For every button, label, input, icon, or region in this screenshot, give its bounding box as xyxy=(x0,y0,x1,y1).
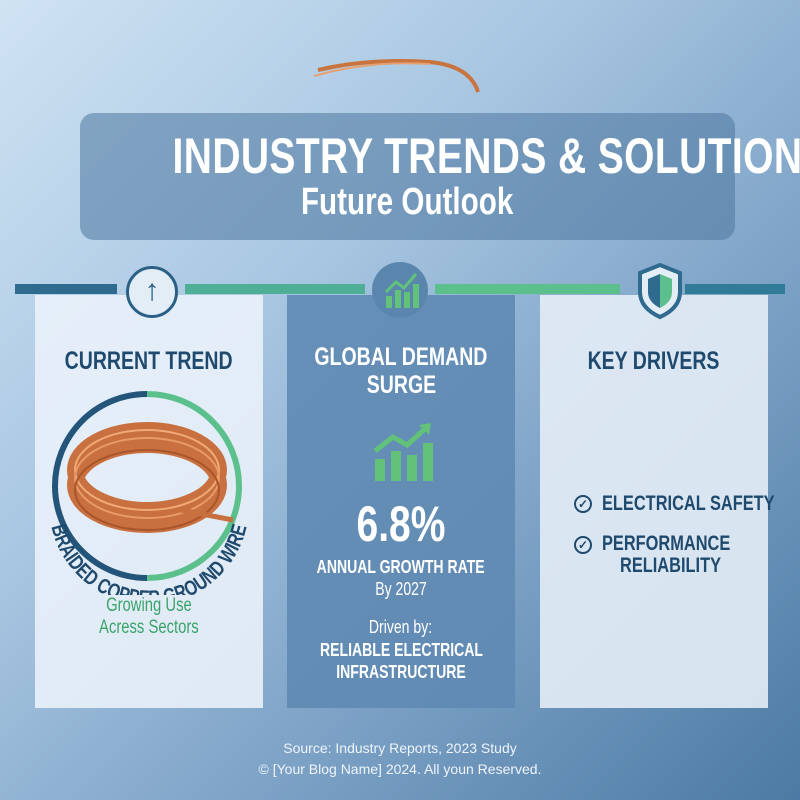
driver-item: ✓ PERFORMANCE RELIABILITY xyxy=(574,533,767,577)
page-title: INDUSTRY TRENDS & SOLUTIONS xyxy=(172,128,800,184)
key-drivers-panel: KEY DRIVERS ✓ ELECTRICAL SAFETY ✓ PERFOR… xyxy=(540,295,775,708)
growth-chart-icon xyxy=(373,423,433,481)
shield-icon xyxy=(638,262,682,320)
product-label: BRAIDED COPPER GROUND WIRE xyxy=(46,522,251,595)
driver-item: ✓ ELECTRICAL SAFETY xyxy=(574,492,800,516)
check-icon: ✓ xyxy=(574,536,592,554)
growth-rate-stat: 6.8% xyxy=(356,496,446,552)
arrow-up-icon: ↑ xyxy=(126,266,178,318)
check-icon: ✓ xyxy=(574,495,592,513)
copper-wire-decoration xyxy=(313,59,480,93)
divider-bar xyxy=(685,284,785,294)
panel-heading: KEY DRIVERS xyxy=(588,347,720,375)
svg-text:BRAIDED COPPER GROUND WIRE: BRAIDED COPPER GROUND WIRE xyxy=(46,522,251,595)
divider-bar xyxy=(15,284,117,294)
title-banner: INDUSTRY TRENDS & SOLUTIONS Future Outlo… xyxy=(80,113,800,240)
current-trend-panel: CURRENT TREND BRAIDED COPPER GROUND WIRE… xyxy=(35,295,263,708)
copyright-note: © [Your Blog Name] 2024. All youn Reserv… xyxy=(258,761,542,777)
divider-bar xyxy=(185,284,365,294)
panel-heading: GLOBAL DEMAND xyxy=(314,343,488,371)
panel-heading: CURRENT TREND xyxy=(65,347,233,375)
copper-coil-image xyxy=(52,391,242,581)
source-note: Source: Industry Reports, 2023 Study xyxy=(283,740,517,756)
divider-bar xyxy=(435,284,620,294)
global-demand-panel: GLOBAL DEMAND SURGE 6.8% ANNUAL GROWTH R… xyxy=(287,295,515,708)
tagline: Growing Use xyxy=(106,595,192,616)
growth-chart-icon xyxy=(372,262,428,318)
page-subtitle: Future Outlook xyxy=(301,181,514,223)
